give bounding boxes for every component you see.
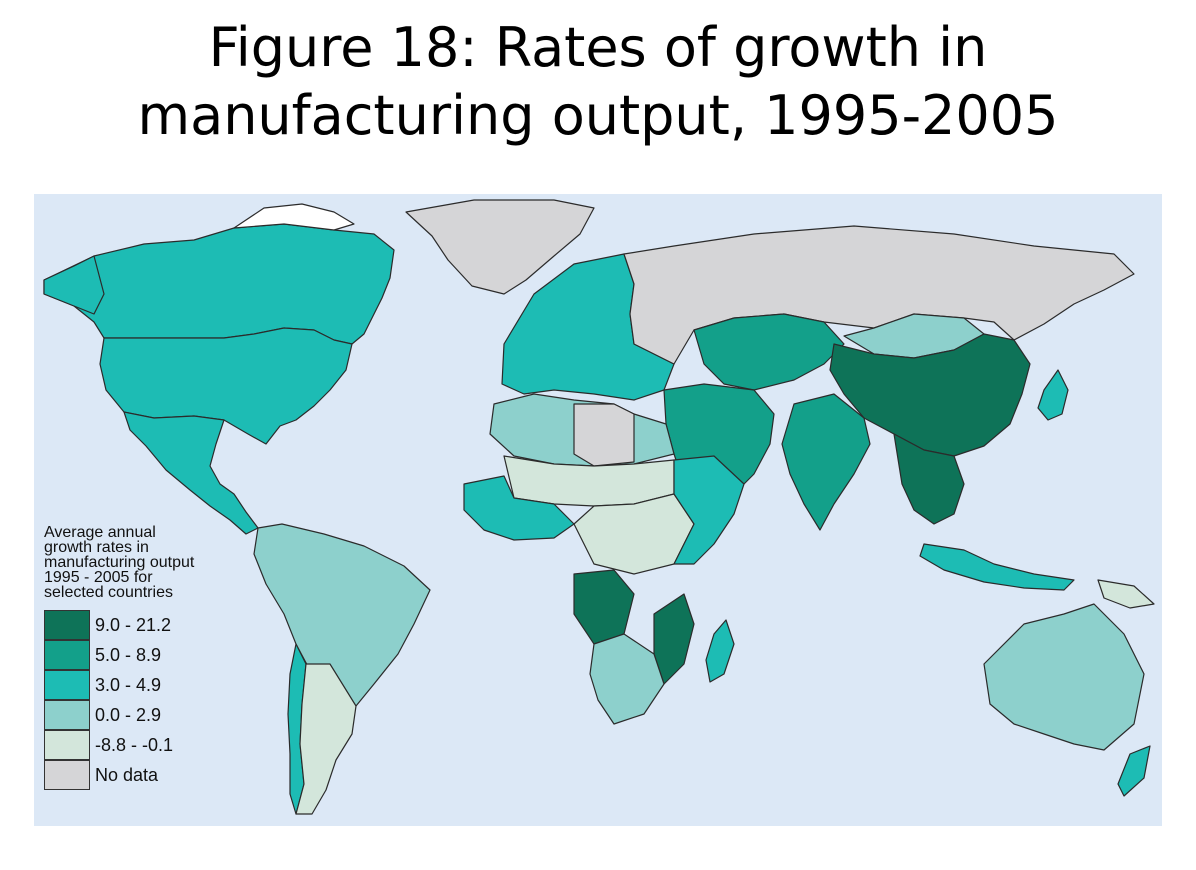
legend-swatch (44, 729, 90, 760)
legend-label: 9.0 - 21.2 (95, 614, 172, 635)
region-japan (1037, 369, 1069, 421)
legend-item: No data (44, 759, 254, 790)
region-greenland (405, 199, 595, 295)
legend-swatch (44, 759, 90, 790)
legend-title-line-3: manufacturing output (44, 554, 195, 571)
figure-title-line-1: Figure 18: Rates of growth in (208, 16, 988, 79)
legend-title-line-5: selected countries (44, 584, 173, 601)
legend-label: 0.0 - 2.9 (95, 704, 162, 725)
region-india (781, 393, 871, 531)
figure-title: Figure 18: Rates of growth in manufactur… (0, 14, 1196, 150)
legend-label: 3.0 - 4.9 (95, 674, 162, 695)
legend-title-line-1: Average annual (44, 524, 156, 541)
legend-swatch (44, 699, 90, 730)
legend-item: 9.0 - 21.2 (44, 609, 254, 640)
legend-title: Average annual growth rates in manufactu… (44, 524, 254, 601)
legend-label: 5.0 - 8.9 (95, 644, 162, 665)
region-argentina (295, 663, 357, 815)
legend-item: 5.0 - 8.9 (44, 639, 254, 670)
legend-label: -8.8 - -0.1 (95, 734, 174, 755)
region-southern-africa (589, 633, 665, 725)
region-west-africa (463, 475, 575, 541)
legend-swatch (44, 669, 90, 700)
region-south-america (253, 523, 431, 707)
region-new-zealand (1117, 745, 1151, 797)
region-canada (43, 223, 395, 345)
legend-title-line-2: growth rates in (44, 539, 149, 556)
legend-swatch (44, 609, 90, 640)
region-mexico (123, 411, 259, 535)
region-southeast-asia (893, 433, 965, 525)
legend-item: 3.0 - 4.9 (44, 669, 254, 700)
region-alaska (43, 255, 105, 315)
map-legend: Average annual growth rates in manufactu… (44, 525, 254, 790)
region-madagascar (705, 619, 735, 683)
legend-item: 0.0 - 2.9 (44, 699, 254, 730)
region-arctic-islands (233, 203, 355, 231)
region-east-africa (673, 455, 745, 565)
region-libya (573, 403, 635, 467)
legend-item: -8.8 - -0.1 (44, 729, 254, 760)
region-indonesia (919, 543, 1075, 591)
legend-label: No data (95, 764, 159, 785)
region-australia (983, 603, 1145, 751)
figure-title-line-2: manufacturing output, 1995-2005 (137, 84, 1059, 147)
region-papua-new-guinea (1097, 579, 1155, 609)
legend-swatch (44, 639, 90, 670)
world-map-svg (43, 199, 1155, 815)
region-angola (573, 569, 635, 645)
region-russia (623, 225, 1135, 365)
region-central-asia (693, 313, 845, 391)
region-china (829, 333, 1031, 457)
legend-title-line-4: 1995 - 2005 for (44, 569, 153, 586)
world-map: Average annual growth rates in manufactu… (34, 194, 1162, 826)
